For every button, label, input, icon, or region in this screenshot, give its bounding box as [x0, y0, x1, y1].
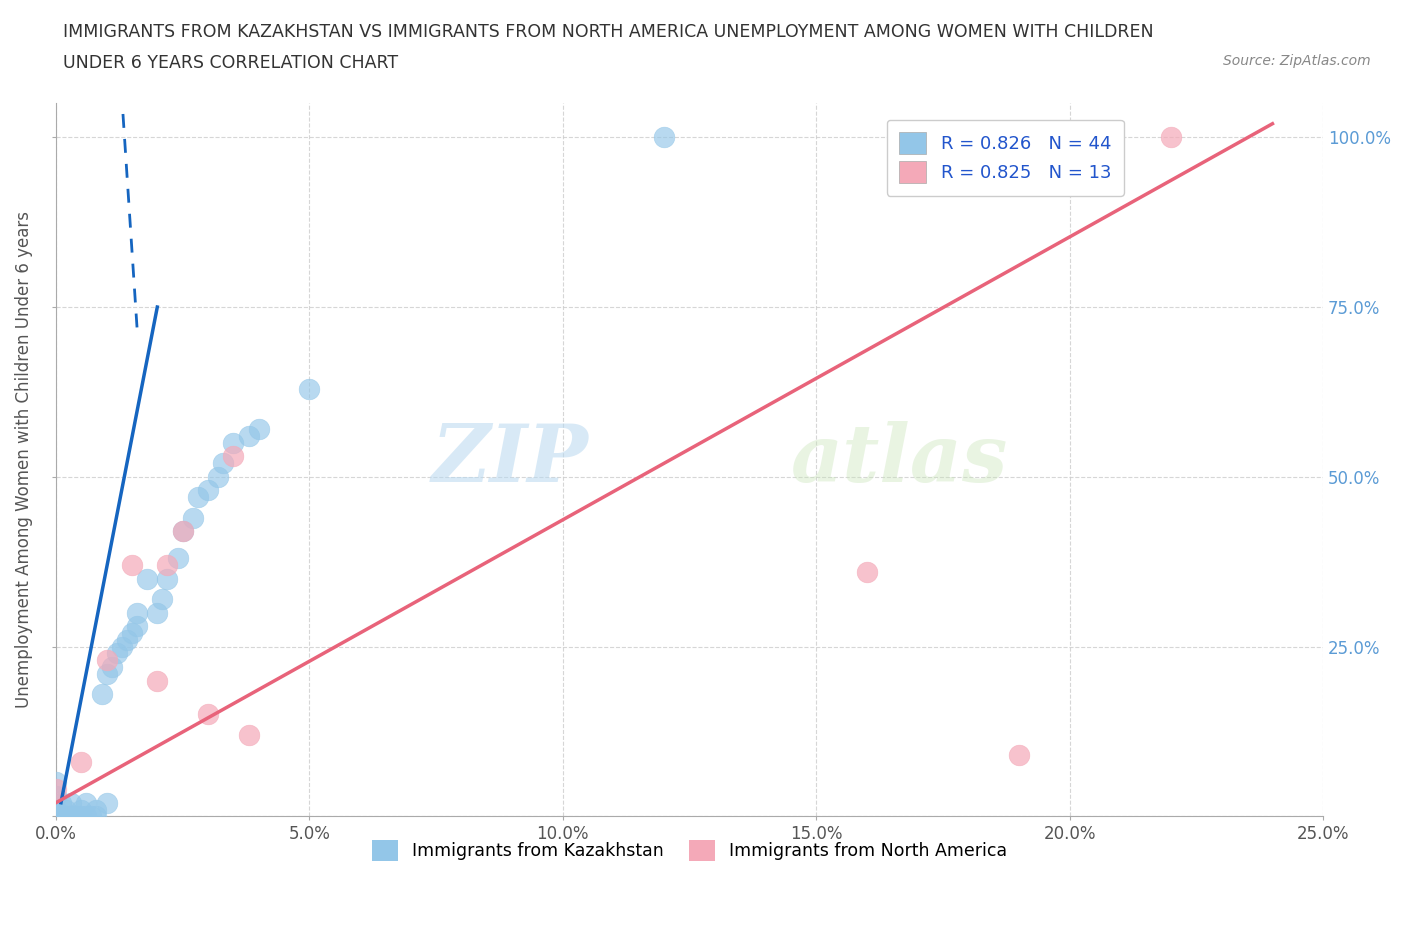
Point: [45, 775, 67, 790]
Legend: Immigrants from Kazakhstan, Immigrants from North America: Immigrants from Kazakhstan, Immigrants f…: [364, 833, 1014, 869]
Text: Source: ZipAtlas.com: Source: ZipAtlas.com: [1223, 54, 1371, 68]
Point: [146, 673, 169, 688]
Point: [125, 605, 148, 620]
Point: [172, 524, 194, 538]
Text: ZIP: ZIP: [432, 421, 588, 498]
Point: [187, 490, 209, 505]
Point: [96, 653, 118, 668]
Point: [121, 626, 143, 641]
Point: [100, 659, 122, 674]
Point: [49, 809, 72, 824]
Point: [70, 802, 93, 817]
Point: [166, 551, 188, 565]
Point: [247, 422, 270, 437]
Point: [238, 429, 260, 444]
Point: [45, 782, 67, 797]
Point: [55, 802, 77, 817]
Point: [96, 795, 118, 810]
Point: [60, 809, 83, 824]
Point: [75, 809, 97, 824]
Point: [86, 802, 108, 817]
Point: [156, 558, 179, 573]
Point: [125, 618, 148, 633]
Point: [121, 558, 143, 573]
Point: [207, 470, 229, 485]
Point: [45, 809, 67, 824]
Point: [105, 646, 128, 661]
Point: [80, 809, 103, 824]
Text: UNDER 6 YEARS CORRELATION CHART: UNDER 6 YEARS CORRELATION CHART: [63, 54, 398, 72]
Point: [172, 524, 194, 538]
Point: [55, 809, 77, 824]
Point: [75, 795, 97, 810]
Y-axis label: Unemployment Among Women with Children Under 6 years: Unemployment Among Women with Children U…: [15, 211, 32, 709]
Point: [197, 483, 219, 498]
Point: [49, 795, 72, 810]
Point: [197, 707, 219, 722]
Point: [136, 571, 159, 586]
Point: [222, 449, 245, 464]
Point: [222, 435, 245, 450]
Point: [1160, 130, 1182, 145]
Text: atlas: atlas: [792, 421, 1008, 498]
Point: [156, 571, 179, 586]
Point: [238, 727, 260, 742]
Point: [1008, 748, 1031, 763]
Point: [115, 632, 138, 647]
Point: [181, 511, 204, 525]
Point: [70, 754, 93, 769]
Point: [212, 456, 235, 471]
Point: [111, 639, 134, 654]
Point: [45, 802, 67, 817]
Point: [60, 795, 83, 810]
Point: [65, 809, 87, 824]
Point: [298, 381, 321, 396]
Point: [150, 591, 173, 606]
Point: [652, 130, 675, 145]
Point: [86, 809, 108, 824]
Point: [96, 666, 118, 681]
Point: [45, 789, 67, 804]
Point: [856, 565, 879, 579]
Text: IMMIGRANTS FROM KAZAKHSTAN VS IMMIGRANTS FROM NORTH AMERICA UNEMPLOYMENT AMONG W: IMMIGRANTS FROM KAZAKHSTAN VS IMMIGRANTS…: [63, 23, 1154, 41]
Point: [90, 686, 112, 701]
Point: [70, 809, 93, 824]
Point: [146, 605, 169, 620]
